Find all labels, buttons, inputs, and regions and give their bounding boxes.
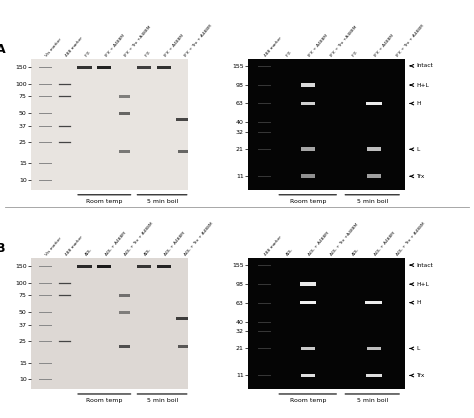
Bar — [118, 112, 129, 115]
Text: 5 min boil: 5 min boil — [356, 199, 388, 204]
Text: ADL + A488M: ADL + A488M — [104, 231, 127, 256]
Bar — [367, 174, 381, 178]
Text: Room temp: Room temp — [290, 398, 326, 403]
Bar — [367, 347, 381, 350]
Text: IFX + Trx +A488M: IFX + Trx +A488M — [124, 25, 153, 57]
Text: 5 min boil: 5 min boil — [356, 398, 388, 403]
Bar — [301, 174, 315, 178]
Bar — [365, 301, 383, 304]
Text: IFX + A488M: IFX + A488M — [374, 33, 395, 57]
Text: Intact: Intact — [416, 263, 433, 268]
Text: ADL + Trx +A488M: ADL + Trx +A488M — [330, 222, 359, 256]
Bar — [366, 102, 382, 105]
Bar — [367, 148, 381, 151]
Text: ADL + A488M: ADL + A488M — [164, 231, 186, 256]
Text: IFX + A488M: IFX + A488M — [104, 33, 126, 57]
Bar — [118, 345, 129, 348]
Text: IFX: IFX — [286, 49, 293, 57]
Bar — [301, 374, 315, 377]
Text: 488 marker: 488 marker — [264, 36, 283, 57]
Bar — [301, 83, 315, 87]
Text: H: H — [416, 300, 421, 305]
Bar — [77, 265, 91, 268]
Text: Room temp: Room temp — [86, 199, 122, 204]
Bar — [178, 345, 189, 348]
Bar — [118, 95, 129, 98]
Text: 5 min boil: 5 min boil — [146, 398, 178, 403]
Text: Trx: Trx — [416, 174, 425, 179]
Text: ADL + A488M: ADL + A488M — [308, 231, 330, 256]
Bar — [156, 265, 171, 268]
Text: ADL + Trx + A488M: ADL + Trx + A488M — [124, 221, 155, 256]
Text: H+L: H+L — [416, 82, 429, 87]
Bar — [178, 150, 189, 153]
Text: IFX + Trx +A488M: IFX + Trx +A488M — [330, 25, 358, 57]
Bar — [137, 265, 151, 268]
Text: ADL: ADL — [144, 247, 153, 256]
Text: 488 marker: 488 marker — [65, 36, 84, 57]
Text: Trx: Trx — [416, 373, 425, 378]
Bar — [97, 66, 111, 69]
Text: ADL + A488M: ADL + A488M — [374, 231, 396, 256]
Text: Vis marker: Vis marker — [45, 236, 63, 256]
Bar — [366, 374, 382, 377]
Bar — [176, 118, 191, 121]
Text: H+L: H+L — [416, 282, 429, 287]
Text: IFX + Trx + A488M: IFX + Trx + A488M — [183, 23, 213, 57]
Text: IFX + A488M: IFX + A488M — [308, 33, 329, 57]
Text: ADL + Trx + A488M: ADL + Trx + A488M — [396, 221, 426, 256]
Text: 488 marker: 488 marker — [65, 234, 84, 256]
Text: IFX: IFX — [352, 49, 359, 57]
Text: A: A — [0, 43, 6, 56]
Text: B: B — [0, 242, 6, 255]
Text: L: L — [416, 147, 419, 152]
Bar — [301, 347, 315, 350]
Bar — [300, 283, 316, 286]
Bar — [301, 102, 315, 105]
Text: ADL: ADL — [352, 247, 360, 256]
Text: H: H — [416, 101, 421, 106]
Bar — [118, 311, 129, 314]
Bar — [301, 148, 315, 151]
Bar — [156, 66, 171, 69]
Text: Room temp: Room temp — [86, 398, 122, 403]
Bar — [137, 66, 151, 69]
Bar — [118, 294, 129, 297]
Bar — [77, 66, 91, 69]
Text: ADL: ADL — [286, 247, 294, 256]
Text: IFX: IFX — [84, 49, 92, 57]
Text: 488 marker: 488 marker — [264, 234, 283, 256]
Bar — [176, 317, 191, 320]
Bar — [300, 301, 316, 304]
Text: IFX + Trx + A488M: IFX + Trx + A488M — [396, 23, 425, 57]
Text: Room temp: Room temp — [290, 199, 326, 204]
Text: ADL + Trx + A488M: ADL + Trx + A488M — [183, 221, 214, 256]
Text: Intact: Intact — [416, 64, 433, 69]
Bar — [97, 265, 111, 268]
Text: L: L — [416, 346, 419, 351]
Text: IFX: IFX — [144, 49, 151, 57]
Text: Vis marker: Vis marker — [45, 37, 63, 57]
Text: ADL: ADL — [84, 247, 93, 256]
Bar — [118, 150, 129, 153]
Text: 5 min boil: 5 min boil — [146, 199, 178, 204]
Text: IFX + A488M: IFX + A488M — [164, 33, 185, 57]
